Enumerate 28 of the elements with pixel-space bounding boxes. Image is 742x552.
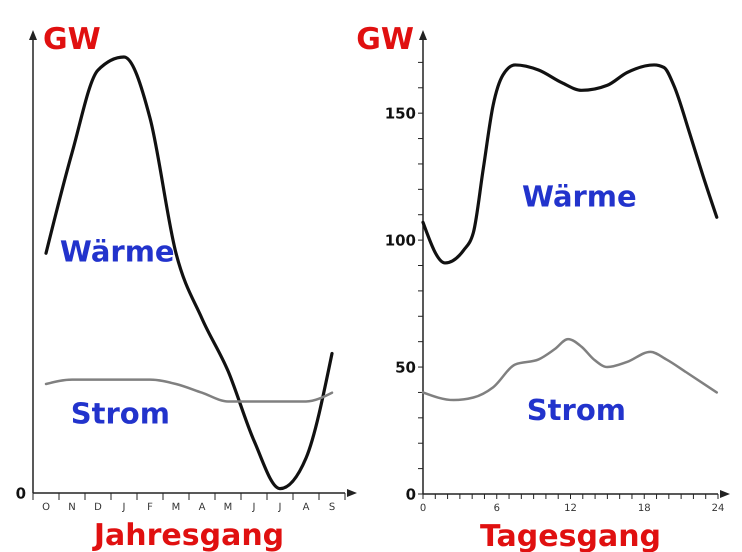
x-tick-label: N: [68, 502, 76, 513]
series-label: Strom: [526, 392, 626, 427]
x-tick-label: 18: [638, 503, 651, 514]
x-tick-label: 6: [494, 503, 500, 514]
x-tick-label: 24: [712, 503, 724, 514]
x-tick-label: D: [94, 502, 102, 513]
x-tick-label: A: [302, 502, 310, 513]
series-label: Wärme: [522, 179, 637, 214]
line-series: [421, 63, 718, 265]
x-tick-label: 0: [420, 503, 426, 514]
x-tick-label: O: [42, 502, 50, 513]
series-label: Wärme: [60, 234, 175, 268]
x-tick-label: A: [198, 502, 206, 513]
x-tick-label: J: [122, 502, 126, 513]
x-tick-label: S: [328, 502, 336, 513]
x-tick-label: J: [278, 502, 282, 513]
x-tick-label: J: [252, 502, 256, 513]
x-tick-label: M: [172, 502, 180, 513]
y-axis-title: GW: [356, 22, 414, 57]
y-tick-label: 50: [395, 358, 416, 376]
x-tick-label: F: [147, 502, 154, 513]
x-axis-title: Jahresgang: [92, 518, 284, 552]
y-axis-title: GW: [43, 22, 101, 57]
x-tick-label: 12: [564, 503, 577, 514]
x-tick-label: M: [224, 502, 232, 513]
y-tick-label: 100: [384, 231, 416, 250]
y-tick-label: 150: [384, 104, 416, 122]
series-label: Strom: [70, 396, 170, 431]
